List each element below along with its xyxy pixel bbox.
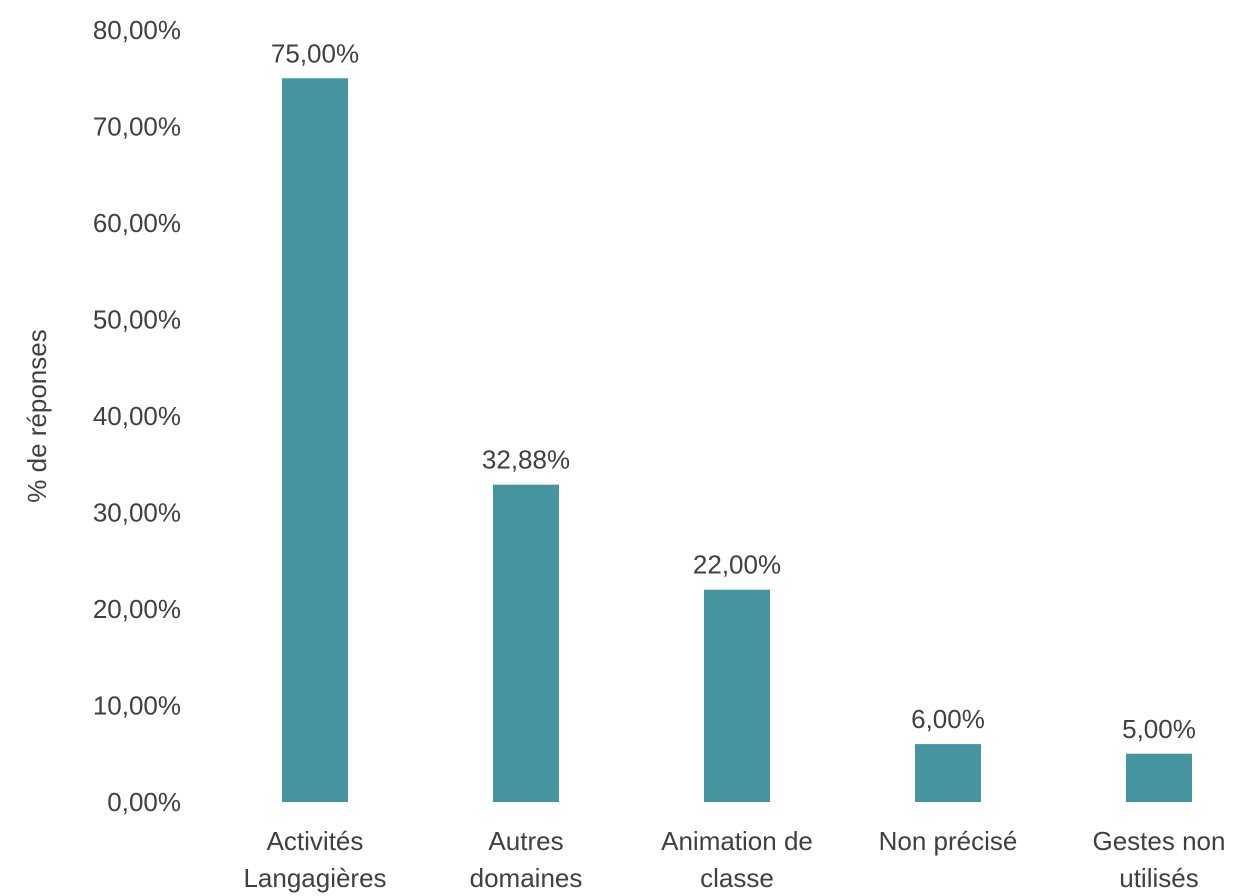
y-tick-label: 70,00% [93,112,181,142]
data-label: 22,00% [693,550,781,580]
category-label: Activités [267,826,364,856]
category-label: utilisés [1119,863,1198,893]
data-label: 6,00% [911,704,985,734]
y-axis-tick-labels: 0,00% 10,00% 20,00% 30,00% 40,00% 50,00% 60,00… [93,15,181,817]
y-tick-label: 50,00% [93,305,181,335]
bar [915,744,981,802]
bar [1126,753,1192,802]
y-tick-label: 40,00% [93,401,181,431]
y-axis-title-group: % de réponses [22,329,52,502]
category-label: Langagières [243,863,386,893]
data-label: 5,00% [1122,714,1196,744]
y-tick-label: 60,00% [93,208,181,238]
category-label: classe [700,863,774,893]
y-tick-label: 30,00% [93,498,181,528]
category-label: Animation de [661,826,813,856]
y-tick-label: 20,00% [93,594,181,624]
y-tick-label: 0,00% [107,787,181,817]
category-label: Autres [488,826,563,856]
data-labels: 75,00% 32,88% 22,00% 6,00% 5,00% [271,38,1196,744]
category-labels: Activités Langagières Autres domaines Animat… [243,826,1225,893]
category-label: Gestes non [1093,826,1226,856]
bar [282,78,348,802]
y-tick-label: 10,00% [93,691,181,721]
data-label: 32,88% [482,445,570,475]
bar [704,589,770,802]
y-axis-title: % de réponses [22,329,52,502]
bars [282,78,1192,802]
y-tick-label: 80,00% [93,15,181,45]
category-label: domaines [470,863,583,893]
bar [493,484,559,802]
category-label: Non précisé [879,826,1018,856]
data-label: 75,00% [271,38,359,68]
